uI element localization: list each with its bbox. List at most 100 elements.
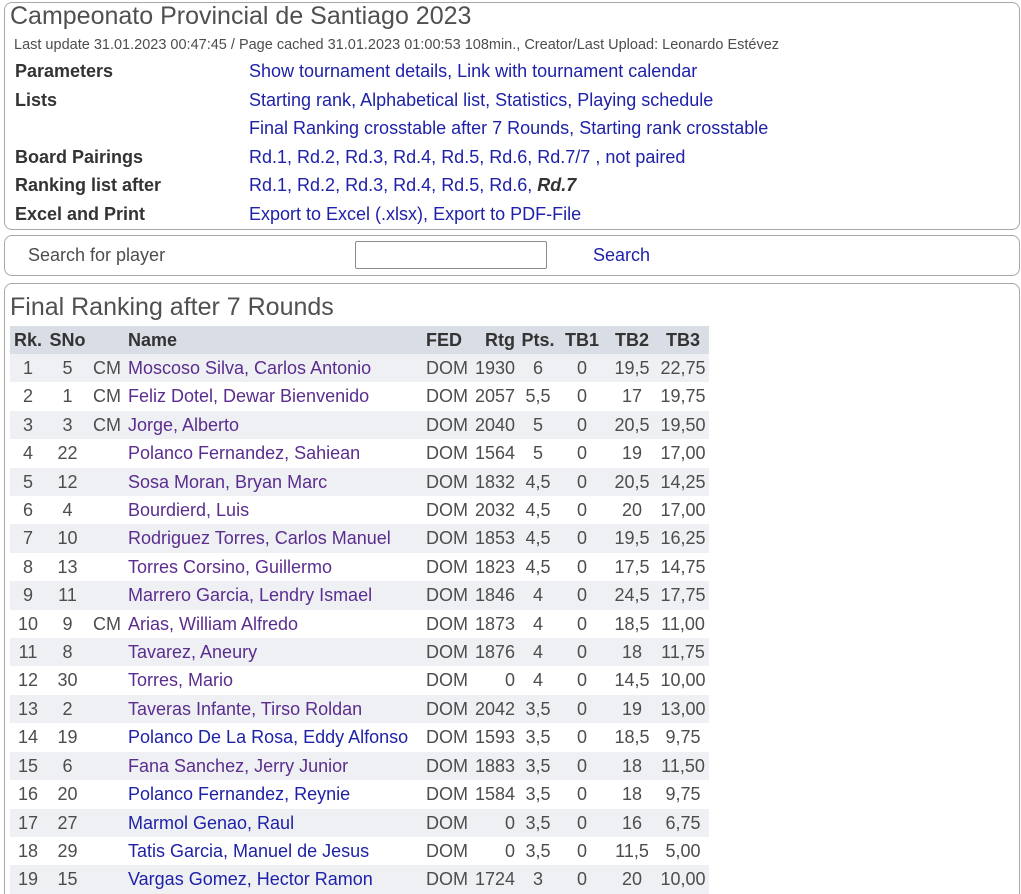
- link-separator: ,: [423, 203, 434, 224]
- federation-cell: DOM: [421, 780, 471, 809]
- column-header-tb2: TB2: [607, 326, 657, 354]
- player-name-link[interactable]: Polanco Fernandez, Sahiean: [128, 443, 361, 464]
- rating-cell: 1930: [471, 354, 519, 383]
- player-name-cell: Feliz Dotel, Dewar Bienvenido: [125, 382, 421, 411]
- player-name-link[interactable]: Moscoso Silva, Carlos Antonio: [128, 358, 372, 378]
- nav-row-parameters: Parameters Show tournament details, Link …: [5, 57, 768, 86]
- link-lists-alphabetical-list[interactable]: Alphabetical list: [360, 89, 486, 110]
- link-board-pairings-rd-5[interactable]: Rd.5: [441, 146, 480, 167]
- player-name-cell: Fana Sanchez, Jerry Junior: [125, 751, 421, 781]
- ranking-title: Final Ranking after 7 Rounds: [10, 293, 334, 321]
- player-name-link[interactable]: Marmol Genao, Raul: [128, 812, 295, 833]
- link-ranking-list-after-rd-4[interactable]: Rd.4: [393, 175, 432, 195]
- federation-cell: DOM: [421, 723, 471, 752]
- nav-row-ranking-list-after: Ranking list after Rd.1, Rd.2, Rd.3, Rd.4…: [5, 171, 768, 200]
- points-cell: 4: [519, 609, 557, 639]
- federation-cell: DOM: [421, 410, 471, 440]
- player-name-link[interactable]: Feliz Dotel, Dewar Bienvenido: [128, 386, 370, 407]
- player-name-link[interactable]: Vargas Gomez, Hector Ramon: [128, 869, 373, 890]
- tiebreak-2-cell: 18: [607, 751, 657, 781]
- search-button[interactable]: Search: [593, 245, 651, 265]
- tiebreak-1-cell: 0: [557, 581, 607, 610]
- link-board-pairings-rd-4[interactable]: Rd.4: [393, 146, 432, 167]
- link-ranking-list-after-rd-1[interactable]: Rd.1: [249, 175, 288, 195]
- link-board-pairings-rd-3[interactable]: Rd.3: [345, 146, 384, 167]
- link-lists-starting-rank[interactable]: Starting rank: [249, 89, 352, 110]
- chess-title-cell: [89, 467, 125, 497]
- player-name-link[interactable]: Bourdierd, Luis: [128, 500, 250, 521]
- player-name-link[interactable]: Fana Sanchez, Jerry Junior: [128, 755, 349, 776]
- federation-cell: DOM: [421, 552, 471, 582]
- rating-cell: 1853: [471, 524, 519, 553]
- link-board-pairings-rd-2[interactable]: Rd.2: [297, 146, 336, 167]
- player-name-link[interactable]: Arias, William Alfredo: [128, 613, 299, 634]
- link-separator: ,: [479, 175, 490, 195]
- player-name-cell: Taveras Infante, Tirso Roldan: [125, 694, 421, 724]
- link-parameters-show-tournament-details[interactable]: Show tournament details: [249, 61, 448, 81]
- rank-cell: 17: [10, 808, 46, 837]
- tiebreak-2-cell: 20: [607, 865, 657, 894]
- player-search-input[interactable]: [355, 241, 547, 269]
- ranking-table-head: Rk. SNo Name FED Rtg Pts. TB1 TB2 TB3: [10, 326, 709, 354]
- player-name-link[interactable]: Polanco Fernandez, Reynie: [128, 784, 351, 805]
- rank-cell: 15: [10, 751, 46, 781]
- starting-number-cell: 5: [46, 354, 89, 383]
- points-cell: 4,5: [519, 496, 557, 525]
- nav-links: Rd.1, Rd.2, Rd.3, Rd.4, Rd.5, Rd.6, Rd.7: [249, 171, 768, 200]
- starting-number-cell: 22: [46, 439, 89, 468]
- player-name-link[interactable]: Tavarez, Aneury: [128, 642, 258, 663]
- tiebreak-1-cell: 0: [557, 609, 607, 639]
- player-name-link[interactable]: Polanco De La Rosa, Eddy Alfonso: [128, 727, 409, 748]
- ranking-row: 17 27 Marmol Genao, Raul DOM 0 3,5 0 16 6,75: [10, 808, 709, 837]
- link-excel-and-print-export-to-excel-xlsx[interactable]: Export to Excel (.xlsx): [249, 203, 424, 224]
- nav-row-lists: Lists Starting rank, Alphabetical list, S…: [5, 86, 768, 115]
- column-header-tb1: TB1: [557, 326, 607, 354]
- link-ranking-list-after-rd-2[interactable]: Rd.2: [297, 175, 336, 195]
- rating-cell: 2032: [471, 496, 519, 525]
- tiebreak-1-cell: 0: [557, 439, 607, 468]
- nav-links: Show tournament details, Link with tourn…: [249, 57, 768, 86]
- player-name-link[interactable]: Taveras Infante, Tirso Roldan: [128, 698, 363, 719]
- player-name-link[interactable]: Sosa Moran, Bryan Marc: [128, 471, 328, 492]
- link-ranking-list-after-rd-3[interactable]: Rd.3: [345, 175, 384, 195]
- link-excel-and-print-export-to-pdf-file[interactable]: Export to PDF-File: [433, 203, 582, 224]
- points-cell: 5,5: [519, 382, 557, 411]
- link-board-pairings-rd-1[interactable]: Rd.1: [249, 146, 288, 167]
- nav-label: Parameters: [15, 61, 114, 81]
- ranking-row: 3 3 CM Jorge, Alberto DOM 2040 5 0 20,5 19,50: [10, 410, 709, 440]
- tournament-header-panel: Campeonato Provincial de Santiago 2023 L…: [4, 2, 1020, 230]
- link-lists-statistics[interactable]: Statistics: [495, 89, 568, 110]
- link-lists-playing-schedule[interactable]: Playing schedule: [577, 89, 714, 110]
- player-name-link[interactable]: Marrero Garcia, Lendry Ismael: [128, 585, 373, 606]
- link-ranking-list-after-rd-5[interactable]: Rd.5: [441, 175, 480, 195]
- ranking-row: 14 19 Polanco De La Rosa, Eddy Alfonso DOM 1…: [10, 723, 709, 752]
- link-board-pairings-rd-7-7[interactable]: Rd.7/7: [537, 146, 591, 167]
- player-name-cell: Rodriguez Torres, Carlos Manuel: [125, 524, 421, 553]
- player-name-link[interactable]: Torres, Mario: [128, 670, 234, 691]
- link-board-pairings-not-paired[interactable]: not paired: [605, 146, 686, 167]
- link-board-pairings-rd-6[interactable]: Rd.6: [489, 146, 528, 167]
- tiebreak-2-cell: 11,5: [607, 836, 657, 866]
- link-parameters-link-with-tournament-calendar[interactable]: Link with tournament calendar: [457, 61, 698, 81]
- federation-cell: DOM: [421, 439, 471, 468]
- tiebreak-3-cell: 11,00: [657, 609, 709, 639]
- link-separator: ,: [335, 146, 346, 167]
- starting-number-cell: 1: [46, 382, 89, 411]
- player-name-link[interactable]: Jorge, Alberto: [128, 414, 240, 435]
- player-name-link[interactable]: Tatis Garcia, Manuel de Jesus: [128, 840, 370, 861]
- player-name-link[interactable]: Rodriguez Torres, Carlos Manuel: [128, 528, 391, 549]
- link-separator: ,: [431, 146, 442, 167]
- link-ranking-list-after-rd-6[interactable]: Rd.6: [489, 175, 528, 195]
- tiebreak-2-cell: 20: [607, 496, 657, 525]
- link-lists-starting-rank-crosstable[interactable]: Starting rank crosstable: [579, 118, 769, 138]
- tiebreak-3-cell: 5,00: [657, 836, 709, 866]
- tournament-title: Campeonato Provincial de Santiago 2023: [10, 2, 472, 30]
- rating-cell: 2042: [471, 694, 519, 724]
- tiebreak-1-cell: 0: [557, 410, 607, 440]
- tiebreak-3-cell: 11,75: [657, 638, 709, 667]
- chess-title-cell: [89, 496, 125, 525]
- navigation-rows: Parameters Show tournament details, Link …: [5, 57, 768, 228]
- player-name-link[interactable]: Torres Corsino, Guillermo: [128, 556, 333, 577]
- link-lists-final-ranking-crosstable-after-7-rounds[interactable]: Final Ranking crosstable after 7 Rounds: [249, 118, 570, 138]
- rating-cell: 1832: [471, 467, 519, 497]
